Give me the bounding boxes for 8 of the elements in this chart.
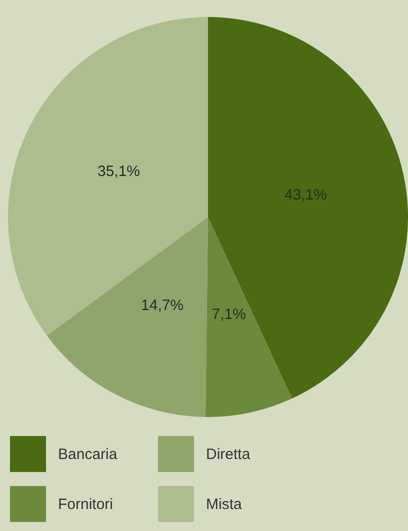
data-label: 35,1% xyxy=(97,163,140,180)
legend-label: Mista xyxy=(206,496,242,512)
data-label: 7,1% xyxy=(212,306,246,323)
legend-label: Fornitori xyxy=(58,496,114,512)
data-label: 14,7% xyxy=(141,297,184,314)
data-label: 43,1% xyxy=(284,186,327,204)
legend-label: Diretta xyxy=(206,446,250,462)
legend-label: Bancaria xyxy=(58,446,118,462)
